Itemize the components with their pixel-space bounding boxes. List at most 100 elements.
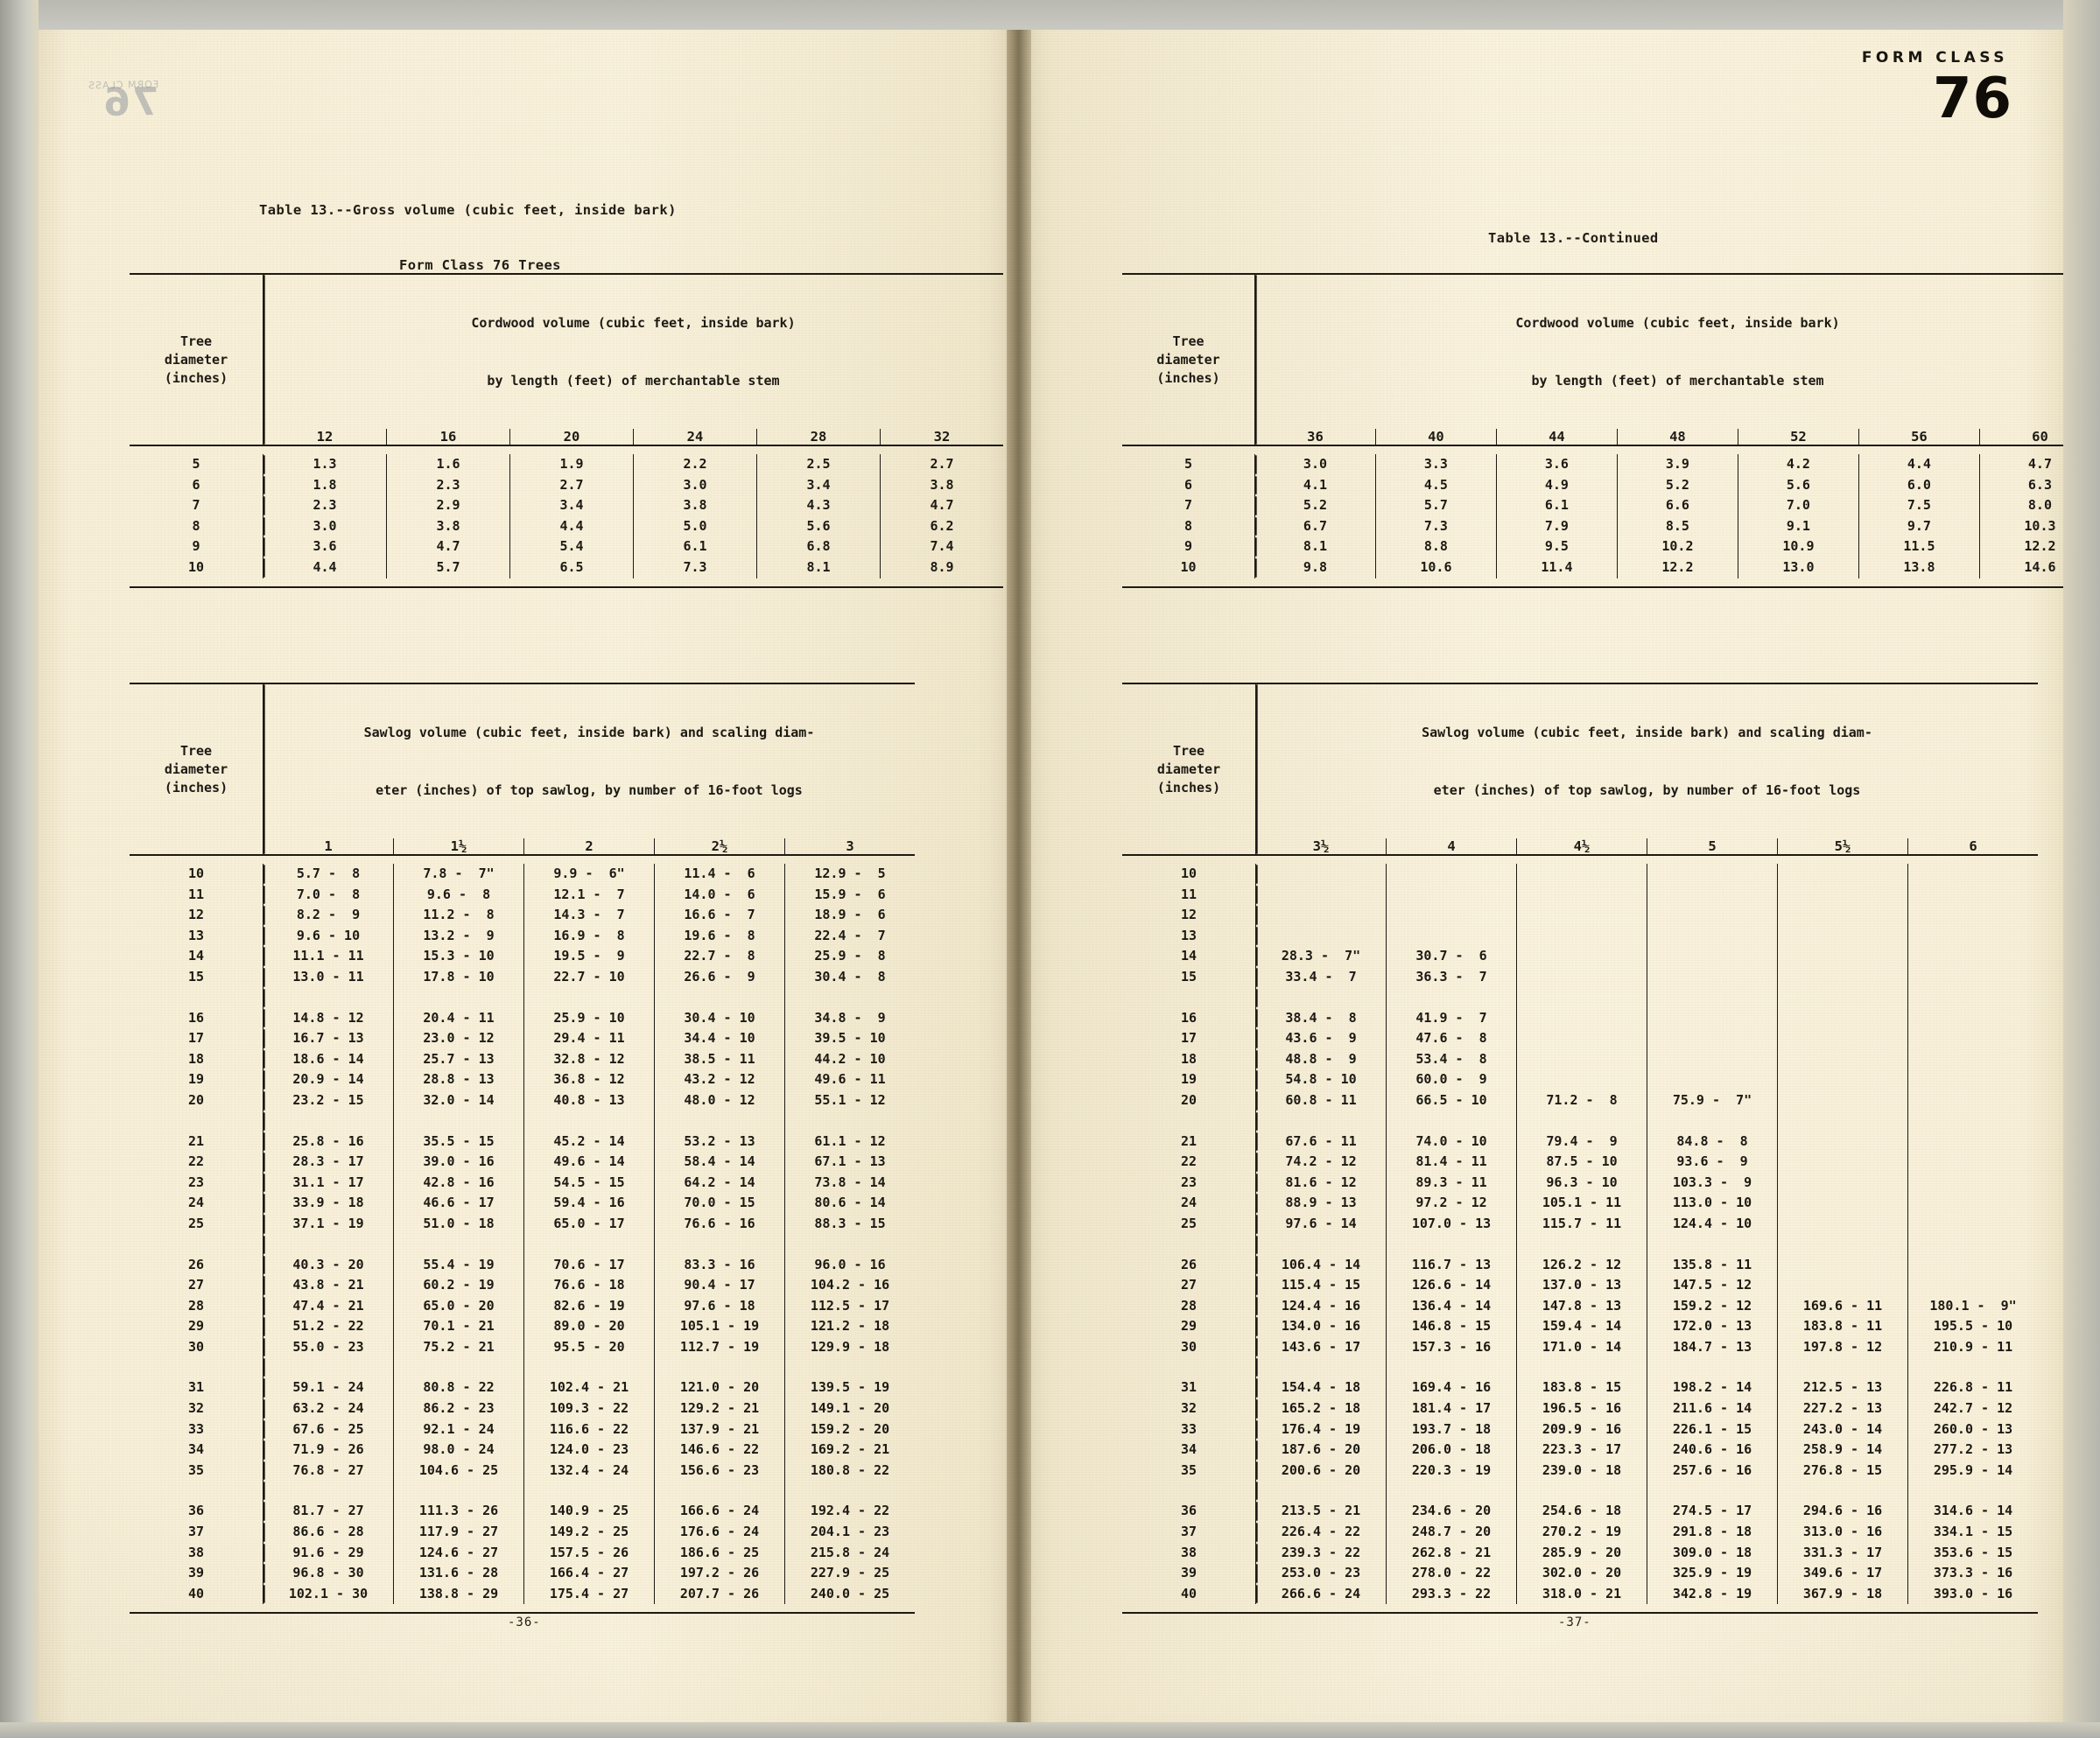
data-cell: 9.7	[1858, 515, 1980, 537]
row-stub: 29	[1122, 1316, 1256, 1337]
row-stub: 31	[1122, 1377, 1256, 1399]
data-cell: 126.2 - 12	[1516, 1254, 1647, 1276]
data-cell: 75.2 - 21	[393, 1336, 524, 1358]
data-cell	[1516, 1069, 1647, 1090]
row-group-gap-cell	[1386, 1481, 1517, 1502]
desk-right-edge	[2063, 0, 2100, 1738]
row-stub: 17	[130, 1028, 263, 1049]
data-cell: 3.6	[263, 536, 387, 557]
row-stub: 22	[130, 1152, 263, 1173]
data-cell: 106.4 - 14	[1255, 1254, 1387, 1276]
column-header: 32	[933, 429, 951, 445]
data-cell: 373.3 - 16	[1933, 1565, 2013, 1581]
data-cell	[1647, 1028, 1778, 1049]
data-cell: 124.4 - 10	[1647, 1213, 1778, 1235]
row-group-gap-cell	[1386, 1234, 1517, 1255]
data-cell: 10.6	[1375, 557, 1497, 578]
data-cell	[1908, 864, 2039, 885]
data-cell: 227.9 - 25	[810, 1565, 890, 1581]
data-cell: 309.0 - 18	[1647, 1542, 1778, 1564]
table-row: 21 67.6 - 11 74.0 - 10 79.4 - 9 84.8 - 8	[1122, 1131, 2038, 1153]
row-group-gap	[1122, 987, 2038, 1008]
data-cell: 105.1 - 19	[654, 1316, 785, 1337]
desk-left-edge	[0, 0, 39, 1738]
row-group-gap	[1122, 1234, 2038, 1255]
row-stub: 17	[1122, 1028, 1256, 1049]
row-group-gap-cell	[1777, 1234, 1908, 1255]
left-sawlog-grid: Tree diameter (inches) Sawlog volume (cubi…	[130, 683, 916, 1615]
data-cell: 12.2	[1617, 557, 1738, 578]
data-cell: 47.6 - 8	[1386, 1028, 1517, 1049]
data-cell: 138.8 - 29	[393, 1583, 524, 1605]
data-cell	[1516, 1048, 1647, 1070]
data-cell: 146.8 - 15	[1386, 1316, 1517, 1337]
data-cell	[1908, 885, 2039, 906]
data-cell: 11.4 - 6	[654, 864, 785, 885]
data-cell: 33.4 - 7	[1255, 966, 1387, 988]
data-cell: 4.4	[509, 515, 634, 537]
data-cell: 349.6 - 17	[1777, 1563, 1908, 1584]
data-cell: 60.0 - 9	[1386, 1069, 1517, 1090]
data-cell	[1777, 1069, 1908, 1090]
data-cell: 2.9	[386, 495, 510, 516]
left-table-title-line1: Table 13.--Gross volume (cubic feet, ins…	[259, 202, 677, 218]
data-cell: 8.9	[930, 558, 954, 575]
data-cell: 59.1 - 24	[263, 1377, 394, 1399]
row-group-gap-cell	[263, 1234, 394, 1255]
row-group-gap-cell	[1908, 1111, 2039, 1132]
table-row: 14 28.3 - 7" 30.7 - 6	[1122, 946, 2038, 967]
left-cordwood-grid: Tree diameter (inches) Cordwood volume (cu…	[130, 273, 1003, 588]
data-cell	[1647, 864, 1778, 885]
column-header-row: 1 1½ 2 2½ 3	[130, 838, 915, 855]
data-cell	[1516, 1028, 1647, 1049]
row-group-gap-cell	[393, 987, 524, 1008]
data-cell: 3.8	[386, 515, 510, 537]
data-cell: 20.4 - 11	[393, 1007, 524, 1029]
data-cell: 76.6 - 16	[654, 1213, 785, 1235]
rule-row-bottom	[1122, 578, 2100, 588]
data-cell: 36.3 - 7	[1386, 966, 1517, 988]
data-cell: 132.4 - 24	[523, 1460, 655, 1482]
data-cell: 81.7 - 27	[263, 1501, 394, 1523]
table-row: 10 4.4 5.7 6.5 7.3 8.1 8.9	[130, 557, 1003, 578]
column-header: 48	[1617, 429, 1738, 445]
data-cell: 6.3	[2027, 476, 2052, 493]
row-group-gap-cell	[1647, 987, 1778, 1008]
row-stub: 32	[130, 1398, 263, 1419]
data-cell: 73.8 - 14	[814, 1174, 886, 1190]
data-cell: 38.5 - 11	[654, 1048, 785, 1070]
data-cell: 15.9 - 6	[814, 886, 886, 902]
data-cell: 112.7 - 19	[654, 1336, 785, 1358]
column-header: 4½	[1516, 838, 1647, 855]
table-row: 40 102.1 - 30 138.8 - 29 175.4 - 27 207.7 - …	[130, 1583, 915, 1605]
row-stub: 7	[1122, 495, 1256, 516]
data-cell: 2.7	[509, 474, 634, 496]
data-cell: 48.8 - 9	[1255, 1048, 1387, 1070]
table-row: 24 88.9 - 13 97.2 - 12 105.1 - 11 113.0 - 10	[1122, 1193, 2038, 1214]
data-cell: 353.6 - 15	[1933, 1544, 2013, 1560]
data-cell: 5.2	[1617, 474, 1738, 496]
data-cell	[1777, 1152, 1908, 1173]
data-cell: 197.2 - 26	[654, 1563, 785, 1584]
table-row: 38 239.3 - 22 262.8 - 21 285.9 - 20 309.0 - …	[1122, 1542, 2038, 1564]
table-row: 13	[1122, 925, 2038, 947]
data-cell: 70.6 - 17	[523, 1254, 655, 1276]
row-stub: 36	[130, 1501, 263, 1523]
data-cell	[1255, 905, 1387, 926]
form-class-number: 76	[1932, 67, 2012, 131]
row-group-gap-stub	[130, 1111, 263, 1132]
data-cell: 129.2 - 21	[654, 1398, 785, 1419]
data-cell: 11.5	[1858, 536, 1980, 557]
data-cell: 102.4 - 21	[523, 1377, 655, 1399]
column-header: 28	[756, 429, 881, 445]
row-group-gap-cell	[785, 1111, 916, 1132]
data-cell: 40.3 - 20	[263, 1254, 394, 1276]
data-cell: 115.7 - 11	[1516, 1213, 1647, 1235]
data-cell: 31.1 - 17	[263, 1172, 394, 1194]
row-group-gap-cell	[263, 1481, 394, 1502]
data-cell: 7.3	[1375, 515, 1497, 537]
row-group-gap-cell	[263, 1111, 394, 1132]
data-cell: 212.5 - 13	[1777, 1377, 1908, 1399]
data-cell	[1255, 884, 1387, 906]
row-group-gap-stub	[130, 1357, 263, 1378]
